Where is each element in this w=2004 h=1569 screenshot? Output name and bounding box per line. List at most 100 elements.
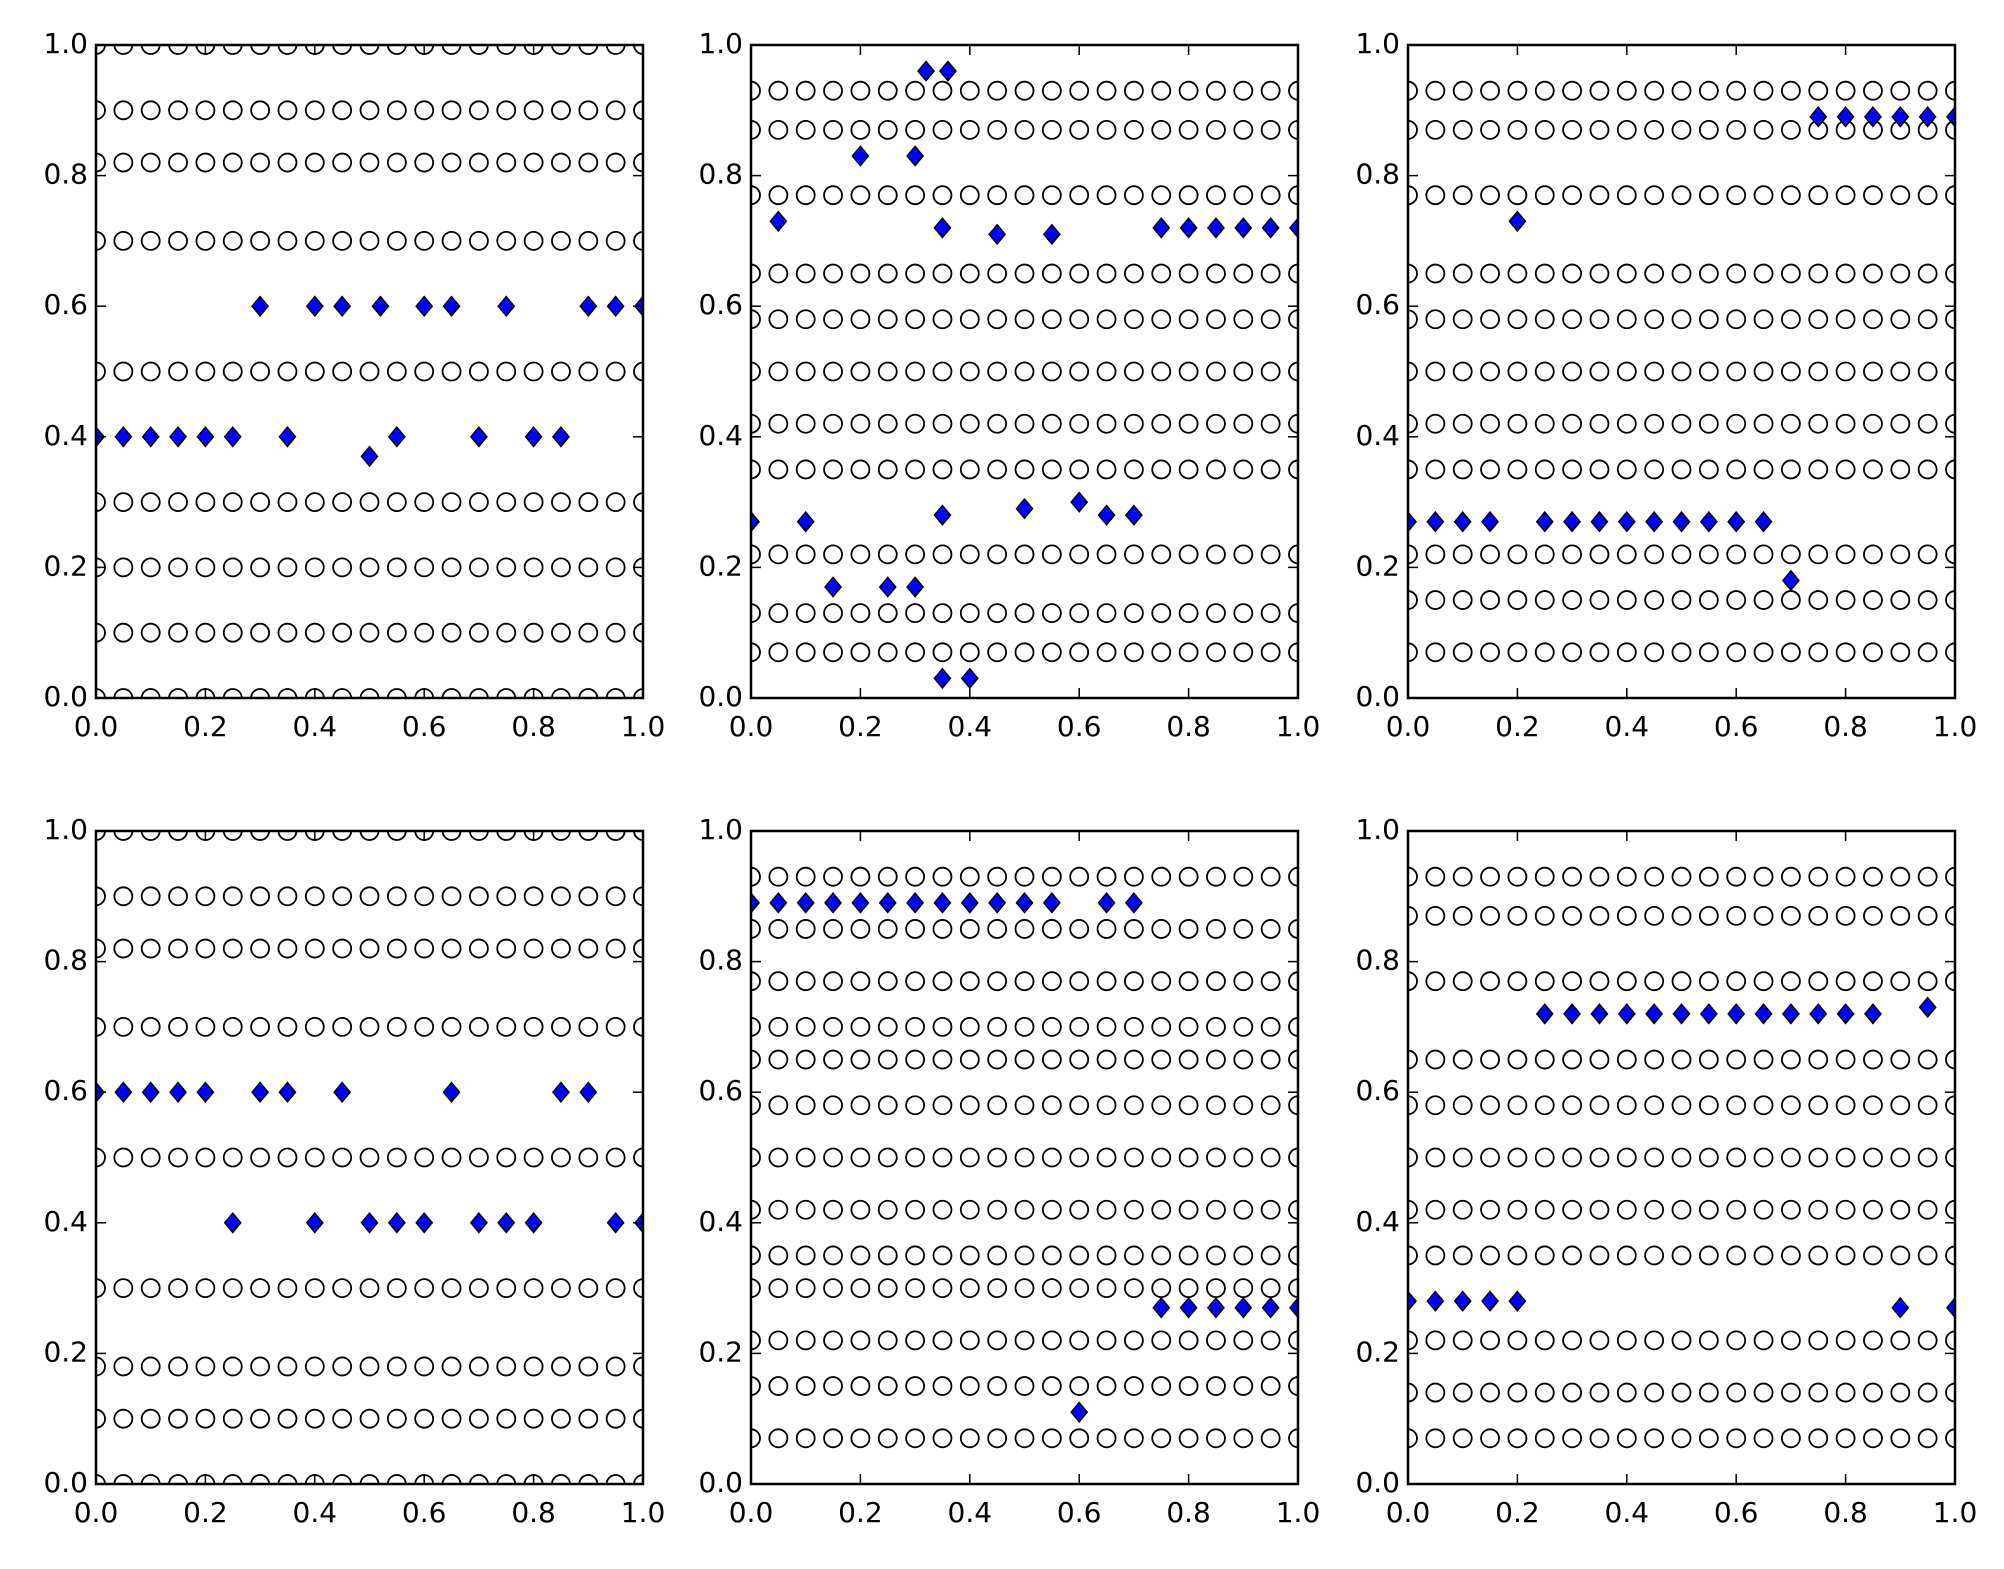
- diamond-marker: [1645, 1003, 1664, 1025]
- circle-marker: [1698, 1428, 1719, 1449]
- circle-marker: [1671, 544, 1692, 565]
- diamond-marker: [988, 892, 1007, 914]
- circle-marker: [496, 1356, 517, 1377]
- circle-marker: [1589, 1095, 1610, 1116]
- diamond-marker: [579, 295, 598, 317]
- circle-marker: [1781, 1199, 1801, 1220]
- circle-marker: [1408, 119, 1418, 140]
- circle-marker: [523, 100, 544, 121]
- circle-marker: [386, 1356, 407, 1377]
- circle-marker: [850, 1147, 871, 1168]
- circle-marker: [1069, 361, 1090, 382]
- diamond-marker: [1863, 106, 1882, 128]
- circle-marker: [1890, 413, 1911, 434]
- circle-marker: [1616, 309, 1637, 330]
- circle-marker: [1069, 263, 1090, 284]
- circle-marker: [1671, 1147, 1692, 1168]
- circle-marker: [523, 1356, 544, 1377]
- circle-marker: [751, 603, 761, 624]
- circle-marker: [1178, 866, 1199, 887]
- x-tick-label: 1.0: [1933, 710, 1978, 743]
- diamond-marker: [1699, 1003, 1718, 1025]
- circle-marker: [1041, 459, 1062, 480]
- circle-marker: [1233, 1049, 1254, 1070]
- y-tick-label: 0.4: [43, 419, 88, 452]
- circle-marker: [768, 309, 789, 330]
- circle-marker: [1917, 80, 1938, 101]
- x-tick-label: 0.0: [74, 710, 119, 743]
- circle-marker: [496, 100, 517, 121]
- circle-marker: [823, 1017, 843, 1037]
- circle-marker: [1408, 185, 1418, 206]
- circle-marker: [1260, 1278, 1281, 1298]
- circle-marker: [987, 866, 1008, 887]
- diamond-marker: [851, 145, 870, 167]
- circle-marker: [1151, 309, 1172, 330]
- circle-marker: [751, 459, 761, 480]
- circle-marker: [441, 152, 462, 173]
- circle-marker: [1206, 1095, 1226, 1116]
- circle-marker: [1781, 544, 1801, 565]
- circle-marker: [1408, 413, 1418, 434]
- circle-marker: [1206, 1278, 1226, 1298]
- circle-marker: [1616, 413, 1637, 434]
- circle-marker: [1616, 361, 1637, 382]
- circle-marker: [1124, 413, 1144, 434]
- circle-marker: [1671, 1199, 1692, 1220]
- circle-marker: [1671, 263, 1692, 284]
- circle-marker: [1671, 642, 1692, 663]
- circle-marker: [1917, 185, 1938, 206]
- plot-area: [96, 831, 643, 1484]
- circle-marker: [959, 1278, 980, 1298]
- circle-marker: [905, 185, 925, 206]
- diamond-marker: [1809, 1003, 1828, 1025]
- circle-marker: [823, 1245, 843, 1266]
- circle-marker: [905, 642, 925, 663]
- circle-marker: [1917, 905, 1938, 926]
- circle-marker: [1726, 1049, 1747, 1070]
- y-tick-label: 0.4: [698, 1205, 743, 1238]
- circle-marker: [1753, 185, 1774, 206]
- circle-marker: [1480, 80, 1500, 101]
- circle-marker: [1808, 459, 1829, 480]
- circle-marker: [1480, 866, 1500, 887]
- circle-marker: [877, 309, 898, 330]
- circle-marker: [1917, 459, 1938, 480]
- circle-marker: [905, 971, 925, 992]
- circle-marker: [605, 492, 626, 513]
- circle-marker: [1480, 309, 1500, 330]
- diamond-marker: [1727, 1003, 1746, 1025]
- circle-marker: [1452, 413, 1473, 434]
- circle-marker: [551, 361, 571, 382]
- diamond-marker: [1042, 223, 1061, 246]
- circle-marker: [1835, 185, 1856, 206]
- circle-marker: [932, 866, 953, 887]
- circle-marker: [850, 1278, 871, 1298]
- circle-marker: [1890, 866, 1911, 887]
- circle-marker: [1124, 309, 1144, 330]
- diamond-marker: [1645, 510, 1664, 533]
- circle-marker: [1151, 1147, 1172, 1168]
- circle-marker: [905, 459, 925, 480]
- circle-marker: [168, 622, 188, 643]
- circle-marker: [1014, 544, 1035, 565]
- circle-marker: [1808, 80, 1829, 101]
- circle-marker: [1698, 263, 1719, 284]
- circle-marker: [1014, 80, 1035, 101]
- circle-marker: [1616, 1095, 1637, 1116]
- circle-marker: [140, 100, 161, 121]
- circle-marker: [1096, 309, 1117, 330]
- circle-marker: [1726, 309, 1747, 330]
- circle-marker: [959, 459, 980, 480]
- diamond-marker: [1672, 1003, 1691, 1025]
- circle-marker: [441, 938, 462, 959]
- circle-marker: [823, 971, 843, 992]
- circle-marker: [1534, 119, 1555, 140]
- circle-marker: [1644, 1428, 1665, 1449]
- circle-marker: [496, 1278, 517, 1298]
- circle-marker: [1945, 1049, 1955, 1070]
- circle-marker: [1124, 1199, 1144, 1220]
- diamond-marker: [1672, 510, 1691, 533]
- x-tick-label: 0.4: [293, 710, 338, 743]
- diamond-marker: [1535, 1003, 1554, 1025]
